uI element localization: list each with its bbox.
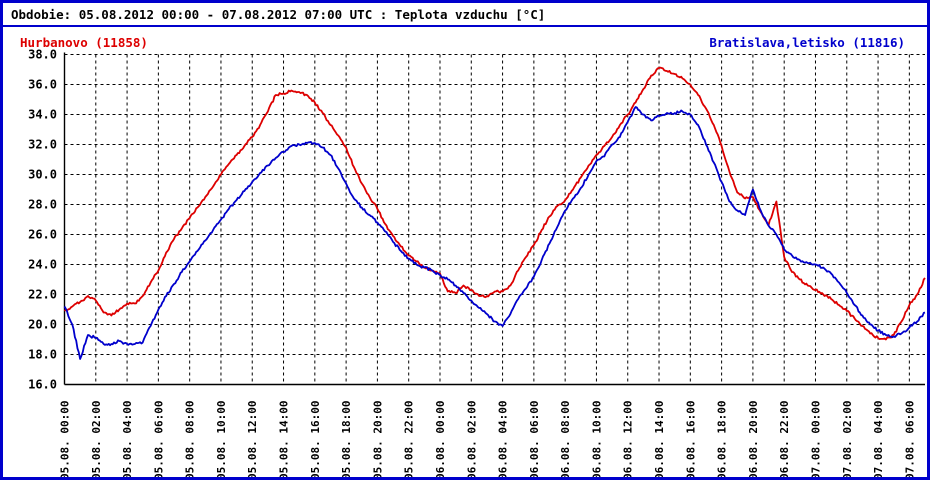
series-line-bratislava <box>63 106 926 360</box>
x-tick-label: 07.08. 00:00 <box>809 401 822 480</box>
legend-station-bratislava: Bratislava,letisko (11816) <box>709 35 905 50</box>
x-tick-label: 05.08. 20:00 <box>371 401 384 480</box>
x-tick-label: 07.08. 02:00 <box>841 401 854 480</box>
x-tick-label: 06.08. 10:00 <box>590 401 603 480</box>
x-tick-label: 06.08. 04:00 <box>497 401 510 480</box>
series-line-hurbanovo <box>63 66 926 341</box>
x-tick-label: 05.08. 10:00 <box>215 401 228 480</box>
y-tick-label: 30.0 <box>28 168 57 182</box>
x-tick-label: 05.08. 04:00 <box>121 401 134 480</box>
x-tick-label: 06.08. 22:00 <box>778 401 791 480</box>
y-tick-label: 26.0 <box>28 228 57 242</box>
y-tick-label: 18.0 <box>28 348 57 362</box>
x-tick-label: 05.08. 22:00 <box>403 401 416 480</box>
y-tick-label: 20.0 <box>28 318 57 332</box>
y-tick-label: 38.0 <box>28 48 57 62</box>
axes <box>63 52 925 386</box>
y-tick-label: 34.0 <box>28 108 57 122</box>
x-axis: 05.08. 00:00 05.08. 02:00 05.08. 04:00 05.0… <box>59 54 916 480</box>
x-tick-label: 06.08. 12:00 <box>622 401 635 480</box>
x-tick-label: 05.08. 16:00 <box>309 401 322 480</box>
x-tick-label: 05.08. 12:00 <box>246 401 259 480</box>
x-tick-label: 05.08. 18:00 <box>340 401 353 480</box>
x-tick-label: 05.08. 02:00 <box>90 401 103 480</box>
x-tick-label: 05.08. 06:00 <box>152 401 165 480</box>
x-tick-label: 06.08. 02:00 <box>465 401 478 480</box>
y-axis: 38.0 36.0 34.0 32.0 30.0 28.0 26.0 24.0 22.0 20.0… <box>28 48 925 392</box>
x-tick-label: 06.08. 06:00 <box>528 401 541 480</box>
x-tick-label: 05.08. 08:00 <box>184 401 197 480</box>
page-title: Obdobie: 05.08.2012 00:00 - 07.08.2012 0… <box>11 7 546 22</box>
y-tick-label: 32.0 <box>28 138 57 152</box>
x-tick-label: 06.08. 18:00 <box>716 401 729 480</box>
x-tick-label: 07.08. 06:00 <box>903 401 916 480</box>
x-tick-label: 06.08. 14:00 <box>653 401 666 480</box>
y-tick-label: 24.0 <box>28 258 57 272</box>
y-tick-label: 16.0 <box>28 378 57 392</box>
temperature-chart: 38.0 36.0 34.0 32.0 30.0 28.0 26.0 24.0 22.0 20.0… <box>28 48 926 480</box>
x-tick-label: 06.08. 20:00 <box>747 401 760 480</box>
y-tick-label: 28.0 <box>28 198 57 212</box>
x-tick-label: 06.08. 00:00 <box>434 401 447 480</box>
x-tick-label: 06.08. 08:00 <box>559 401 572 480</box>
y-tick-label: 22.0 <box>28 288 57 302</box>
legend-station-hurbanovo: Hurbanovo (11858) <box>20 35 148 50</box>
x-tick-label: 05.08. 14:00 <box>278 401 291 480</box>
x-tick-label: 05.08. 00:00 <box>59 401 72 480</box>
title-divider <box>3 25 927 27</box>
y-tick-label: 36.0 <box>28 78 57 92</box>
x-tick-label: 06.08. 16:00 <box>684 401 697 480</box>
x-tick-label: 07.08. 04:00 <box>872 401 885 480</box>
